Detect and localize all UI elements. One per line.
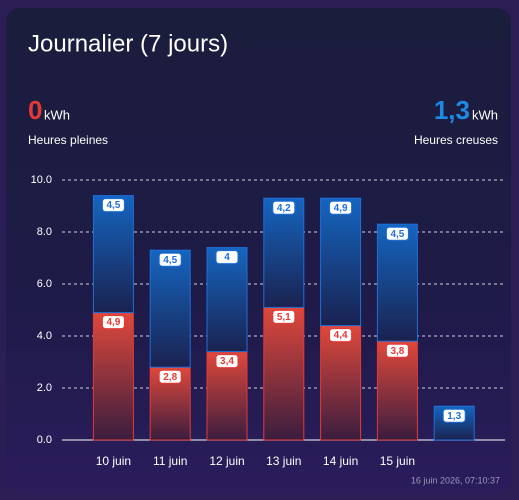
y-tick-label: 8.0 xyxy=(37,226,52,238)
chart-title: Journalier (7 jours) xyxy=(28,30,228,57)
stat-unit: kWh xyxy=(472,107,498,122)
value-label: 4,2 xyxy=(277,203,291,214)
stat-label: Heures creuses xyxy=(414,133,498,147)
bar-segment xyxy=(320,197,362,327)
x-tick-label: 11 juin xyxy=(153,454,187,468)
value-label-bg xyxy=(272,200,296,215)
bar-segment xyxy=(149,249,191,368)
y-tick-label: 6.0 xyxy=(37,278,52,290)
y-tick-label: 4.0 xyxy=(37,330,52,342)
value-label: 2,8 xyxy=(163,372,177,383)
value-label: 4,4 xyxy=(334,330,348,341)
value-label: 3,8 xyxy=(390,346,404,357)
bar-segment xyxy=(263,197,305,308)
timestamp: 16 juin 2026, 07:10:37 xyxy=(411,475,500,485)
x-tick-label: 13 juin xyxy=(266,454,301,468)
value-label-bg xyxy=(272,309,296,324)
bar-segment xyxy=(376,223,418,342)
x-tick-label: 15 juin xyxy=(380,454,415,468)
card xyxy=(6,8,511,492)
value-label: 4,9 xyxy=(106,317,120,328)
value-label-bg xyxy=(215,250,239,265)
bar-segment xyxy=(92,195,134,314)
value-label-bg xyxy=(158,369,182,384)
x-tick-label: 14 juin xyxy=(323,454,358,468)
y-tick-label: 2.0 xyxy=(37,382,52,394)
value-label-bg xyxy=(101,198,125,213)
stat-value: 1,3 xyxy=(434,95,470,125)
value-label-bg xyxy=(215,354,239,369)
stat-label: Heures pleines xyxy=(28,133,108,147)
bar-segment xyxy=(206,247,248,353)
value-label-bg xyxy=(101,315,125,330)
value-label: 4,5 xyxy=(163,255,177,266)
x-tick-label: 12 juin xyxy=(209,454,244,468)
value-label-bg xyxy=(442,408,466,423)
bar-segment xyxy=(92,312,134,441)
value-label-bg xyxy=(158,252,182,267)
value-label: 4,5 xyxy=(106,200,120,211)
y-tick-label: 10.0 xyxy=(31,174,52,186)
x-tick-label: 10 juin xyxy=(96,454,131,468)
stat-value: 0 xyxy=(28,95,42,125)
value-label: 3,4 xyxy=(220,356,234,367)
y-tick-label: 0.0 xyxy=(37,434,52,446)
value-label: 4,9 xyxy=(334,203,348,214)
value-label: 4 xyxy=(224,252,230,263)
stat-unit: kWh xyxy=(44,107,70,122)
value-label-bg xyxy=(385,343,409,358)
value-label-bg xyxy=(385,226,409,241)
value-label: 5,1 xyxy=(277,312,291,323)
bar-segment xyxy=(263,306,305,441)
bar-segment xyxy=(320,325,362,441)
value-label: 4,5 xyxy=(390,229,404,240)
value-label-bg xyxy=(329,200,353,215)
value-label-bg xyxy=(329,328,353,343)
value-label: 1,3 xyxy=(447,411,461,422)
